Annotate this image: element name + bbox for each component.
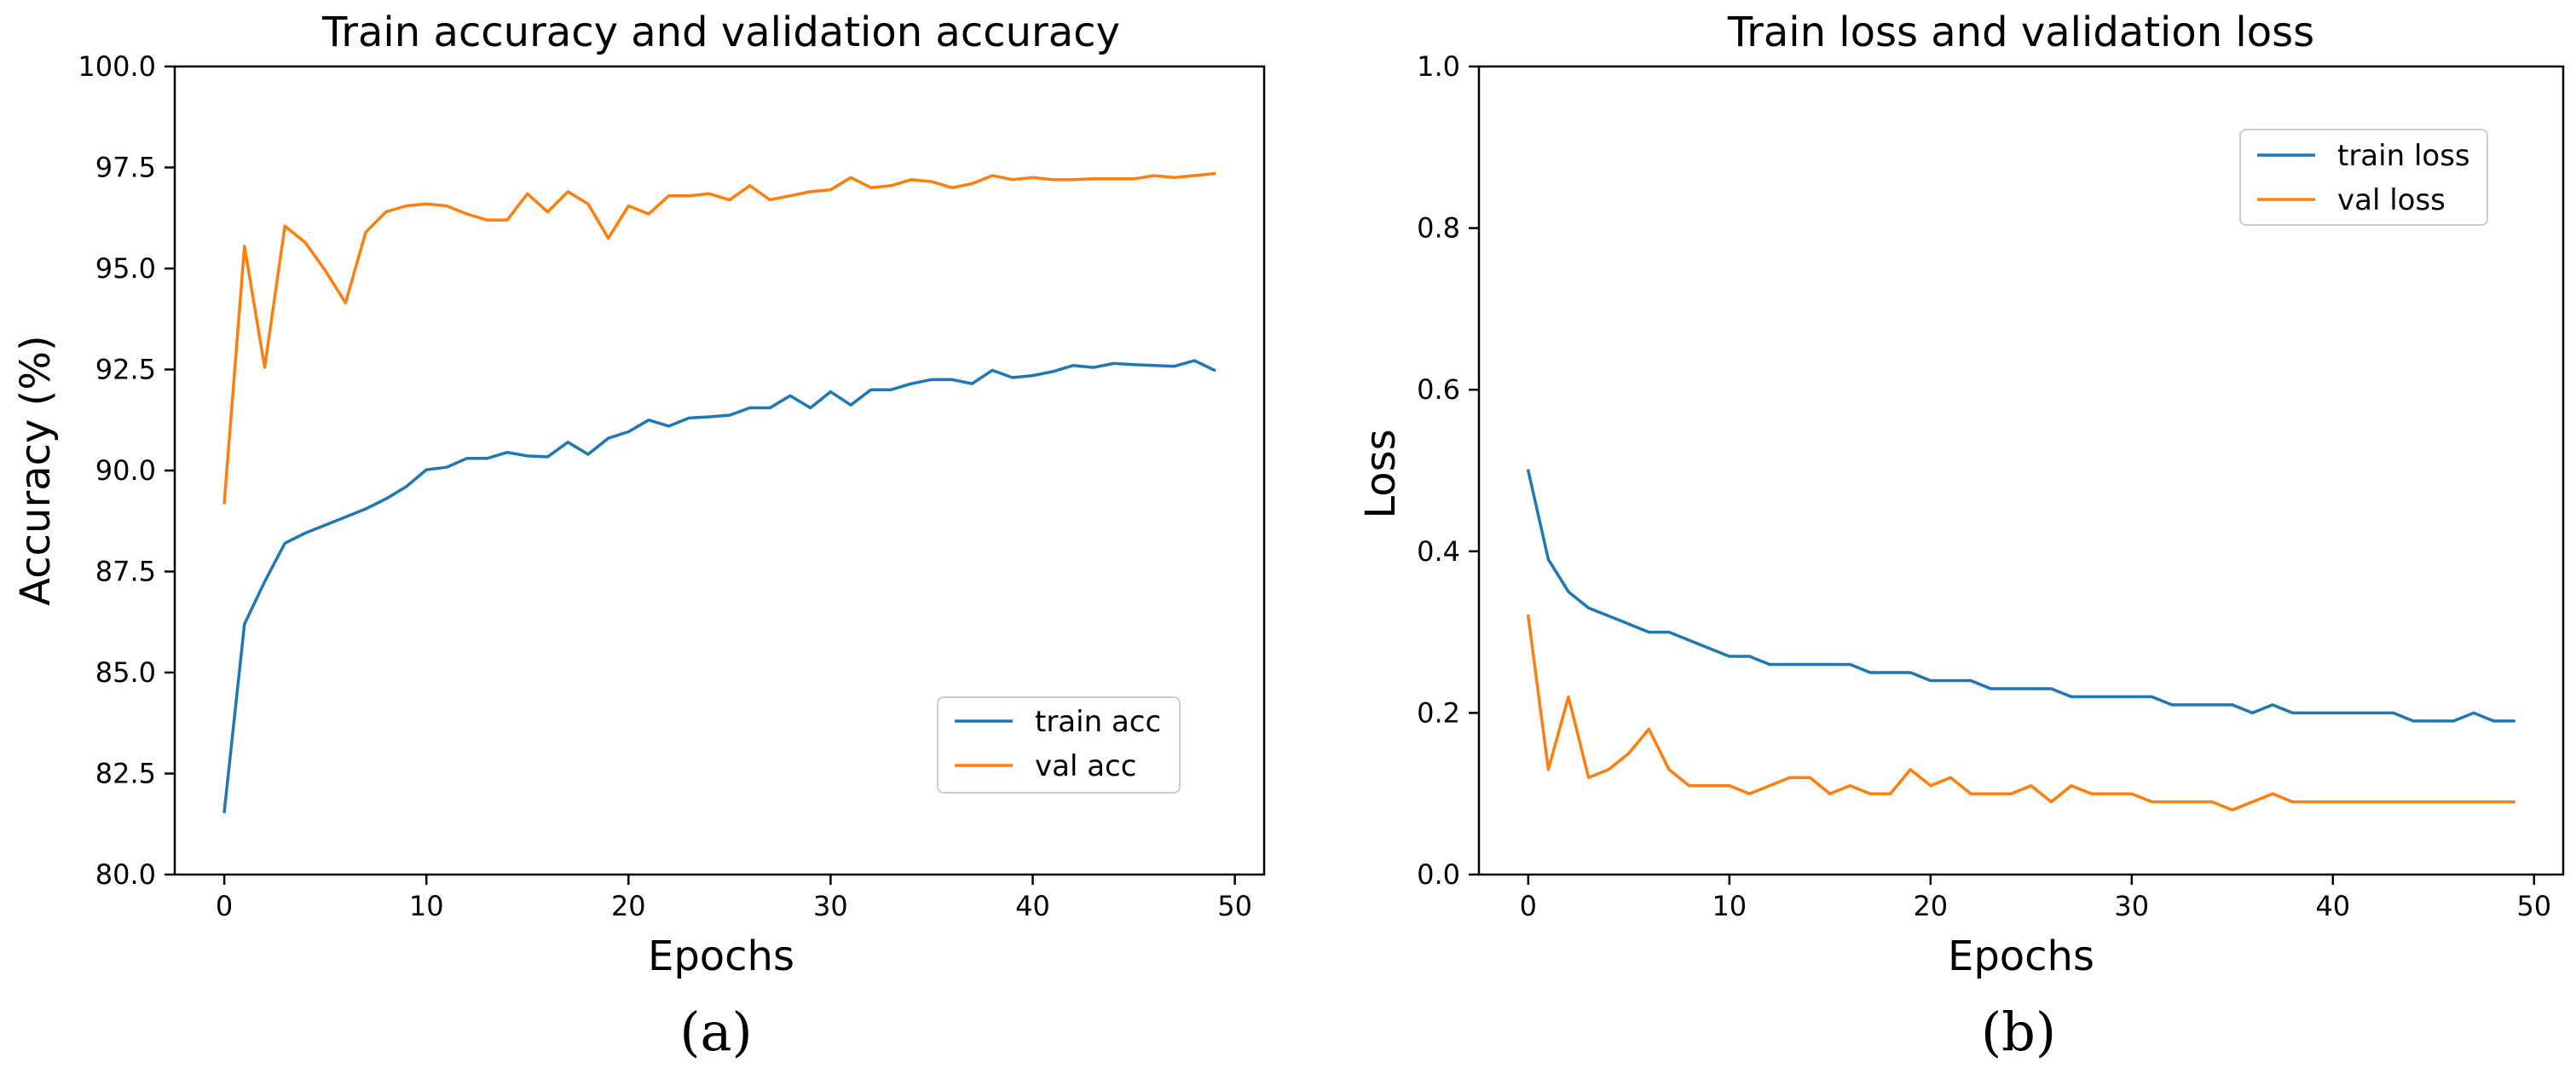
loss-chart: Train loss and validation loss 0 10 20 30 40…	[1357, 9, 2565, 1063]
legend-label-val-acc: val acc	[1035, 749, 1136, 783]
legend-label-train-acc: train acc	[1035, 705, 1161, 739]
x-tick-label: 0	[216, 890, 233, 922]
y-tick-label: 90.0	[95, 454, 156, 487]
plot-lines	[222, 171, 1216, 814]
y-tick-label: 80.0	[95, 858, 156, 891]
x-axis-label: Epochs	[1948, 933, 2094, 980]
y-tick-label: 1.0	[1417, 50, 1460, 83]
y-tick-label: 0.0	[1417, 858, 1460, 891]
legend-label-train-loss: train loss	[2337, 139, 2470, 173]
x-tick-label: 40	[1015, 890, 1050, 922]
x-tick-label: 20	[1913, 890, 1948, 922]
y-axis-label: Loss	[1357, 429, 1405, 518]
y-axis: 0.0 0.2 0.4 0.6 0.8 1.0	[1417, 50, 1479, 891]
y-tick-label: 97.5	[95, 152, 156, 184]
legend: train loss val loss	[2239, 129, 2488, 226]
x-tick-label: 40	[2315, 890, 2350, 922]
plot-frame	[173, 65, 1266, 876]
series-line-train-acc	[222, 359, 1216, 814]
x-axis: 0 10 20 30 40 50	[216, 875, 1252, 922]
x-tick-label: 30	[813, 890, 848, 922]
y-tick-label: 100.0	[78, 50, 156, 83]
y-tick-label: 0.6	[1417, 373, 1460, 406]
legend-label-val-loss: val loss	[2337, 183, 2446, 217]
x-tick-label: 0	[1520, 890, 1537, 922]
x-tick-label: 10	[409, 890, 444, 922]
chart-title: Train accuracy and validation accuracy	[321, 9, 1120, 56]
x-axis-label: Epochs	[648, 933, 794, 980]
legend: train acc val acc	[937, 696, 1181, 794]
x-tick-label: 50	[2516, 890, 2551, 922]
x-tick-label: 50	[1217, 890, 1252, 922]
y-tick-label: 0.4	[1417, 535, 1460, 568]
y-axis-label: Accuracy (%)	[12, 335, 60, 605]
y-tick-label: 0.8	[1417, 212, 1460, 245]
y-tick-label: 92.5	[95, 354, 156, 386]
accuracy-chart: Train accuracy and validation accuracy 0…	[12, 9, 1266, 1063]
series-line-val-loss	[1527, 614, 2515, 811]
y-tick-label: 85.0	[95, 656, 156, 689]
x-tick-label: 20	[611, 890, 646, 922]
y-tick-label: 87.5	[95, 556, 156, 588]
y-tick-label: 95.0	[95, 252, 156, 285]
y-axis: 80.0 82.5 85.0 87.5 90.0 92.5 95.0 97.5 100.0	[78, 50, 175, 891]
chart-title: Train loss and validation loss	[1727, 9, 2314, 56]
x-tick-label: 30	[2114, 890, 2149, 922]
y-tick-label: 82.5	[95, 758, 156, 790]
plot-lines	[1527, 469, 2515, 811]
series-line-train-loss	[1527, 469, 2515, 723]
y-tick-label: 0.2	[1417, 696, 1460, 729]
series-line-val-acc	[222, 171, 1216, 505]
panel-caption: (a)	[679, 1001, 752, 1063]
panel-caption: (b)	[1981, 1001, 2056, 1063]
plot-frame	[1477, 65, 2565, 876]
x-axis: 0 10 20 30 40 50	[1520, 875, 2551, 922]
legend-box	[2239, 129, 2488, 226]
x-tick-label: 10	[1712, 890, 1747, 922]
